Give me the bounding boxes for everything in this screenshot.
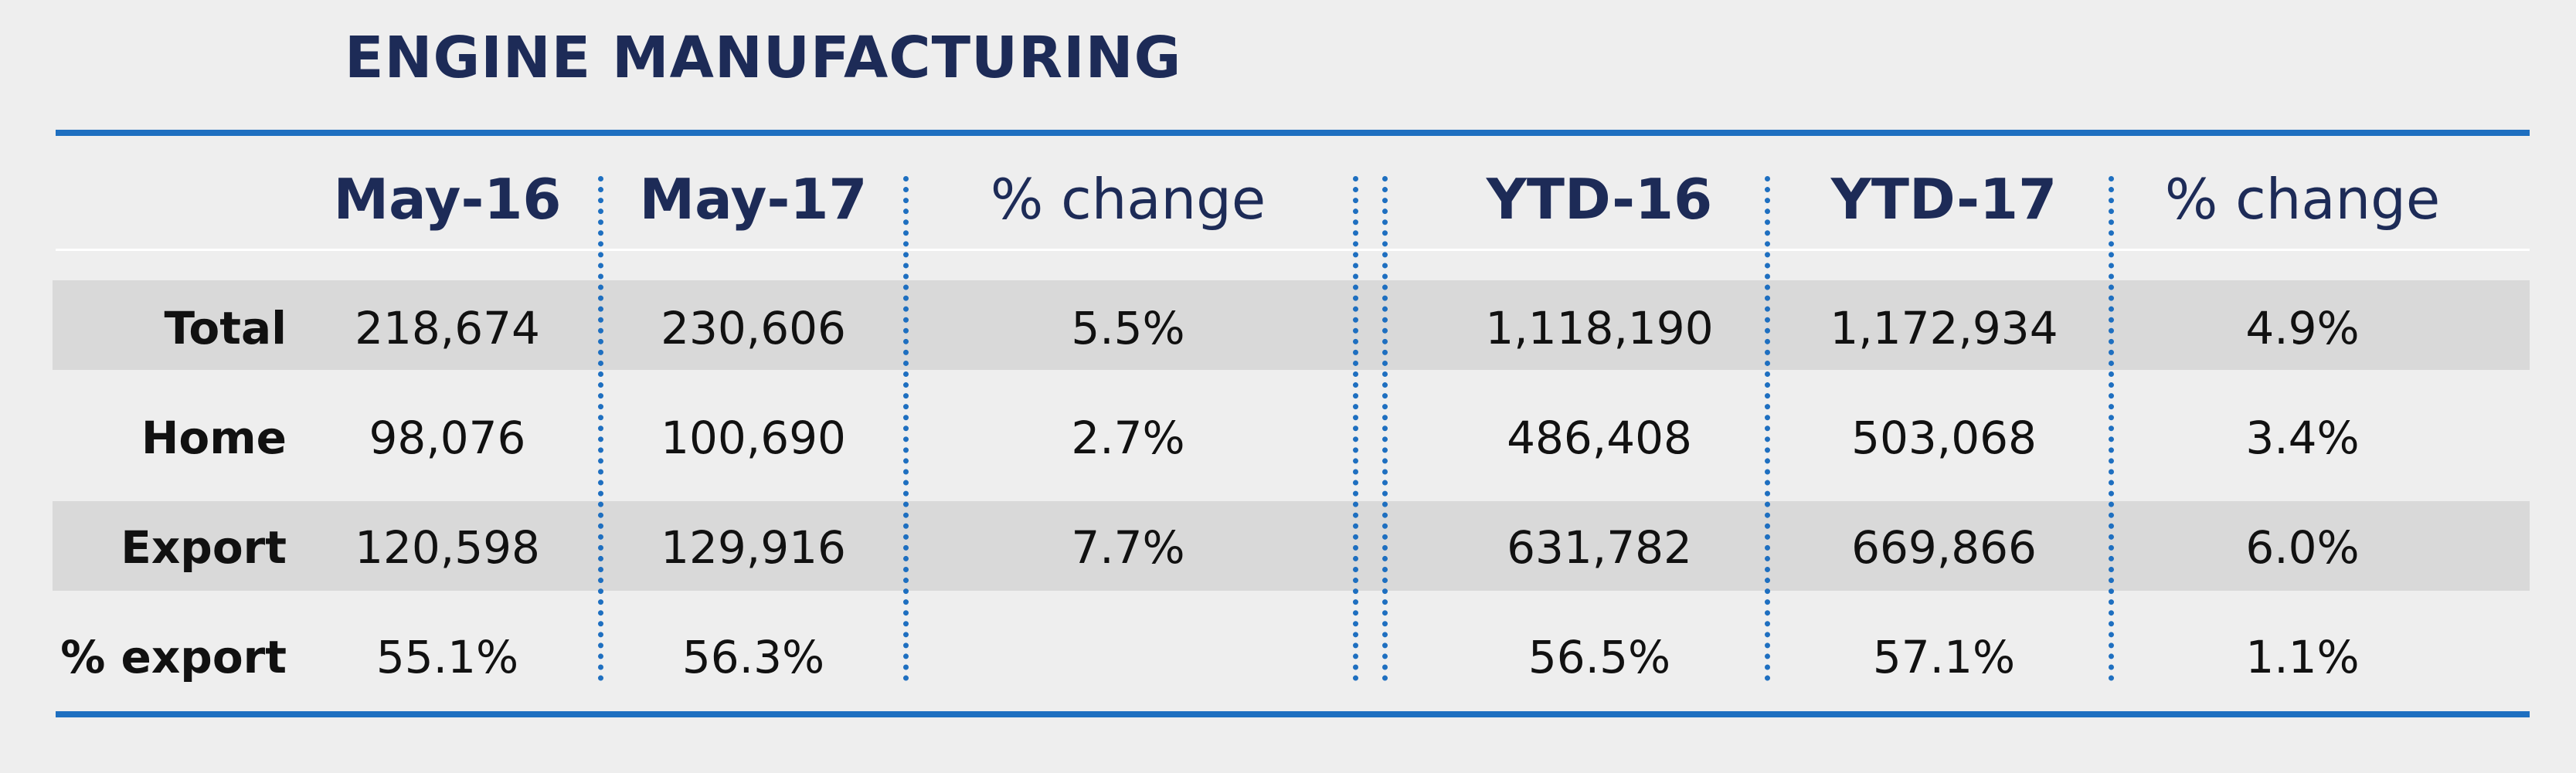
table-cell: 1,118,190 [1485, 302, 1714, 354]
table-cell: 56.5% [1528, 631, 1671, 683]
header-ytd-16: YTD-16 [1486, 167, 1713, 232]
row-label-total: Total [164, 302, 287, 354]
table-cell: 55.1% [376, 631, 519, 683]
table-cell: 98,076 [369, 412, 526, 464]
top-rule [56, 130, 2530, 136]
table-cell: 4.9% [2245, 302, 2360, 354]
table-cell: 6.0% [2245, 521, 2360, 574]
table-cell: 3.4% [2245, 412, 2360, 464]
table-cell: 56.3% [681, 631, 825, 683]
table-cell: 57.1% [1872, 631, 2016, 683]
table-cell: 100,690 [661, 412, 846, 464]
table-cell: 503,068 [1851, 412, 2037, 464]
table-cell: 631,782 [1507, 521, 1692, 574]
row-label-home: Home [141, 412, 287, 464]
table-cell: 5.5% [1071, 302, 1185, 354]
table-cell: 230,606 [661, 302, 846, 354]
header-pct-change-month: % change [990, 167, 1266, 232]
header-separator [56, 249, 2530, 251]
header-may-17: May-17 [639, 167, 868, 232]
row-band-total [53, 280, 2530, 370]
table-cell: 7.7% [1071, 521, 1185, 574]
table-cell: 1.1% [2245, 631, 2360, 683]
header-ytd-17: YTD-17 [1830, 167, 2058, 232]
table-cell: 2.7% [1071, 412, 1185, 464]
section-divider-right [1382, 176, 1388, 681]
row-label-pct-export: % export [60, 631, 287, 683]
header-pct-change-ytd: % change [2164, 167, 2441, 232]
table-cell: 486,408 [1507, 412, 1692, 464]
page-title: ENGINE MANUFACTURING [345, 25, 1182, 91]
table-cell: 669,866 [1851, 521, 2037, 574]
column-divider [2109, 176, 2114, 681]
row-label-export: Export [121, 521, 287, 574]
column-divider [598, 176, 603, 681]
row-band-export [53, 501, 2530, 591]
section-divider-left [1353, 176, 1358, 681]
table-cell: 1,172,934 [1830, 302, 2058, 354]
column-divider [903, 176, 909, 681]
table-cell: 120,598 [355, 521, 540, 574]
table-cell: 218,674 [355, 302, 540, 354]
header-may-16: May-16 [333, 167, 562, 232]
bottom-rule [56, 711, 2530, 717]
table-cell: 129,916 [661, 521, 846, 574]
column-divider [1765, 176, 1770, 681]
